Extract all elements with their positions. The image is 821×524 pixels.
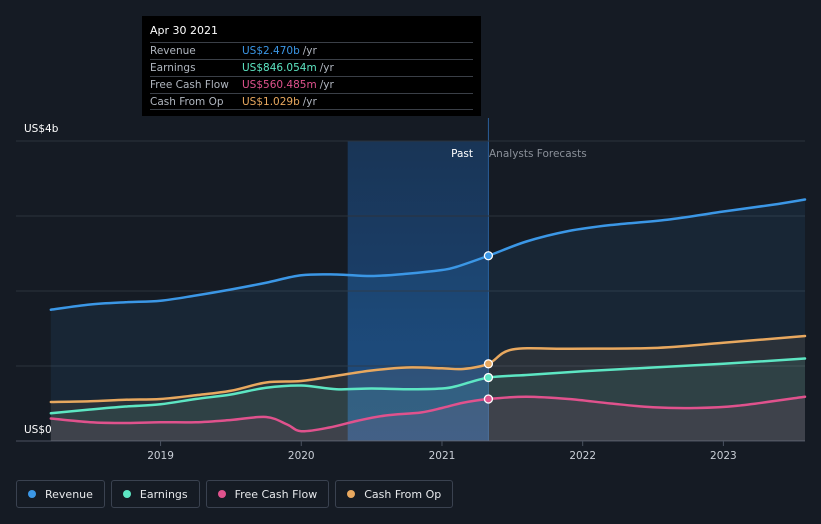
tooltip-value: US$560.485m xyxy=(242,79,317,91)
tooltip-unit: /yr xyxy=(302,45,317,57)
tooltip-row-cash-from-op: Cash From Op US$1.029b /yr xyxy=(150,93,473,110)
legend-label: Revenue xyxy=(45,487,93,501)
y-axis-bottom-label: US$0 xyxy=(24,424,52,436)
series-area-revenue xyxy=(50,199,805,441)
legend-dot-icon xyxy=(122,490,131,498)
legend-label: Cash From Op xyxy=(364,487,442,501)
legend-dot-icon xyxy=(347,490,356,498)
series-area-free-cash-flow xyxy=(50,396,805,441)
legend-dot-icon xyxy=(217,490,226,498)
x-tick-label: 2020 xyxy=(288,450,315,462)
tooltip-label: Revenue xyxy=(150,45,196,57)
tooltip-date: Apr 30 2021 xyxy=(150,24,219,37)
legend-item-revenue[interactable]: Revenue xyxy=(16,480,105,508)
legend-label: Free Cash Flow xyxy=(234,487,318,501)
x-tick-label: 2019 xyxy=(147,450,174,462)
legend-item-earnings[interactable]: Earnings xyxy=(110,480,200,508)
tooltip-row-revenue: Revenue US$2.470b /yr xyxy=(150,42,473,59)
tooltip-value: US$1.029b xyxy=(242,95,300,108)
past-label: Past xyxy=(451,148,473,160)
tooltip-label: Cash From Op xyxy=(150,95,224,108)
series-line-cash-from-op xyxy=(49,334,807,404)
legend-label: Earnings xyxy=(139,487,188,501)
tooltip-label: Earnings xyxy=(150,62,196,74)
y-axis-top-label: US$4b xyxy=(24,123,59,135)
series-line-earnings xyxy=(49,357,807,415)
legend-dot-icon xyxy=(28,490,36,498)
x-tick-label: 2021 xyxy=(429,450,456,462)
tooltip-value: US$2.470b xyxy=(242,45,300,57)
legend-item-free-cash-flow[interactable]: Free Cash Flow xyxy=(205,480,330,508)
tooltip-label: Free Cash Flow xyxy=(150,79,229,91)
legend-item-cash-from-op[interactable]: Cash From Op xyxy=(335,480,454,508)
tooltip-unit: /yr xyxy=(302,95,317,108)
hover-marker xyxy=(483,251,494,261)
hover-marker xyxy=(483,359,494,369)
hover-marker xyxy=(483,394,494,404)
hover-marker xyxy=(483,372,494,383)
tooltip-value: US$846.054m xyxy=(242,62,317,74)
series-line-free-cash-flow xyxy=(49,395,807,433)
tooltip-row-free-cash-flow: Free Cash Flow US$560.485m /yr xyxy=(150,76,473,93)
hover-tooltip: Apr 30 2021 Revenue US$2.470b /yr Earnin… xyxy=(142,16,481,116)
forecast-label: Analysts Forecasts xyxy=(489,148,587,160)
chart-legend: Revenue Earnings Free Cash Flow Cash Fro… xyxy=(16,480,454,508)
x-tick-label: 2023 xyxy=(710,450,737,462)
tooltip-unit: /yr xyxy=(319,79,334,91)
x-tick-label: 2022 xyxy=(569,450,596,462)
series-line-revenue xyxy=(49,198,807,311)
tooltip-row-earnings: Earnings US$846.054m /yr xyxy=(150,59,473,76)
tooltip-unit: /yr xyxy=(319,62,334,74)
